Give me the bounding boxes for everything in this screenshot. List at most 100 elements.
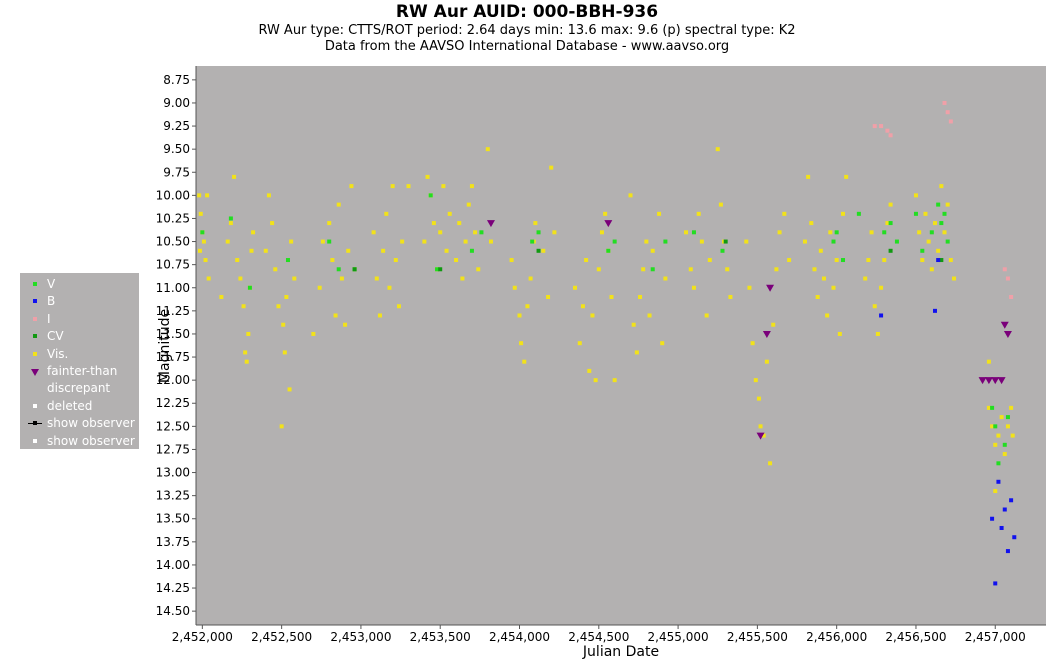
data-point — [536, 230, 541, 235]
data-point — [1002, 452, 1007, 457]
series-b — [879, 258, 1017, 586]
data-point — [422, 239, 427, 244]
data-point — [996, 433, 1001, 438]
data-point — [831, 239, 836, 244]
data-point — [768, 461, 773, 466]
legend-symbol — [28, 380, 44, 397]
data-point — [206, 276, 211, 281]
legend-label: B — [47, 294, 56, 309]
x-tick-label: 2,454,500 — [568, 630, 629, 644]
data-point — [205, 193, 210, 198]
data-point — [888, 221, 893, 226]
legend-label: show observer — [47, 416, 135, 431]
legend-label: discrepant — [47, 381, 111, 396]
data-point — [812, 267, 817, 272]
data-point — [247, 285, 252, 290]
data-point — [696, 211, 701, 216]
data-point — [431, 221, 436, 226]
data-point — [243, 350, 248, 355]
legend-symbol — [28, 398, 44, 415]
data-point — [228, 221, 233, 226]
data-point — [704, 313, 709, 318]
data-point — [638, 294, 643, 299]
data-point — [469, 248, 474, 253]
data-point — [929, 230, 934, 235]
legend-label: I — [47, 311, 51, 326]
data-point — [603, 211, 608, 216]
data-point — [273, 267, 278, 272]
data-point — [1009, 498, 1014, 503]
data-point — [650, 248, 655, 253]
data-point — [438, 267, 443, 272]
data-point — [718, 202, 723, 207]
data-point — [920, 258, 925, 263]
data-point — [894, 239, 899, 244]
data-point — [393, 258, 398, 263]
x-tick-label: 2,453,500 — [410, 630, 471, 644]
data-point — [825, 313, 830, 318]
legend-label: fainter-than — [47, 364, 118, 378]
data-point — [330, 258, 335, 263]
data-point — [866, 258, 871, 263]
data-point — [279, 424, 284, 429]
data-point — [936, 202, 941, 207]
data-point — [406, 184, 411, 189]
data-point — [425, 174, 430, 179]
data-point — [699, 239, 704, 244]
data-point — [512, 285, 517, 290]
y-tick-label: 13.25 — [156, 489, 190, 503]
data-point — [519, 341, 524, 346]
data-point — [396, 304, 401, 309]
legend-symbol — [28, 346, 44, 363]
data-point — [945, 110, 950, 115]
data-point — [663, 239, 668, 244]
data-point — [246, 331, 251, 336]
data-point — [875, 331, 880, 336]
data-point — [200, 230, 205, 235]
legend-label: V — [47, 277, 56, 291]
data-point — [282, 350, 287, 355]
data-point — [948, 258, 953, 263]
data-point — [374, 276, 379, 281]
x-axis-title: Julian Date — [582, 644, 659, 660]
data-point — [552, 230, 557, 235]
data-point — [336, 202, 341, 207]
data-point — [990, 424, 995, 429]
data-point — [715, 147, 720, 152]
data-point — [999, 415, 1004, 420]
data-point — [684, 230, 689, 235]
y-tick-label: 12.00 — [156, 373, 190, 387]
y-tick-label: 10.50 — [156, 235, 190, 249]
legend-label: CV — [47, 329, 64, 344]
x-tick-label: 2,456,000 — [806, 630, 867, 644]
data-point — [879, 285, 884, 290]
y-tick-label: 14.50 — [156, 604, 190, 618]
data-point — [688, 267, 693, 272]
data-point — [469, 184, 474, 189]
data-point — [1002, 267, 1007, 272]
data-point — [913, 211, 918, 216]
legend-item: V — [20, 276, 139, 293]
y-tick-label: 9.25 — [163, 119, 190, 133]
plot-area — [196, 66, 1046, 625]
data-point — [663, 276, 668, 281]
data-point — [587, 368, 592, 373]
data-point — [756, 396, 761, 401]
x-tick-label: 2,457,000 — [965, 630, 1026, 644]
data-point — [774, 267, 779, 272]
data-point — [939, 184, 944, 189]
y-tick-label: 11.75 — [156, 350, 190, 364]
data-point — [996, 461, 1001, 466]
data-point — [270, 221, 275, 226]
legend-label: deleted — [47, 398, 93, 413]
data-point — [333, 313, 338, 318]
data-point — [818, 248, 823, 253]
data-point — [197, 248, 202, 253]
y-ticks: 8.75 9.00 9.25 9.50 9.75 10.00 10.25 10.50 10.75… — [156, 73, 196, 618]
data-point — [573, 285, 578, 290]
chart-subtitle: RW Aur type: CTTS/ROT period: 2.64 days … — [258, 23, 796, 38]
data-point — [984, 377, 993, 385]
data-point — [541, 248, 546, 253]
legend-item: discrepant — [20, 380, 139, 397]
y-tick-label: 12.50 — [156, 419, 190, 433]
